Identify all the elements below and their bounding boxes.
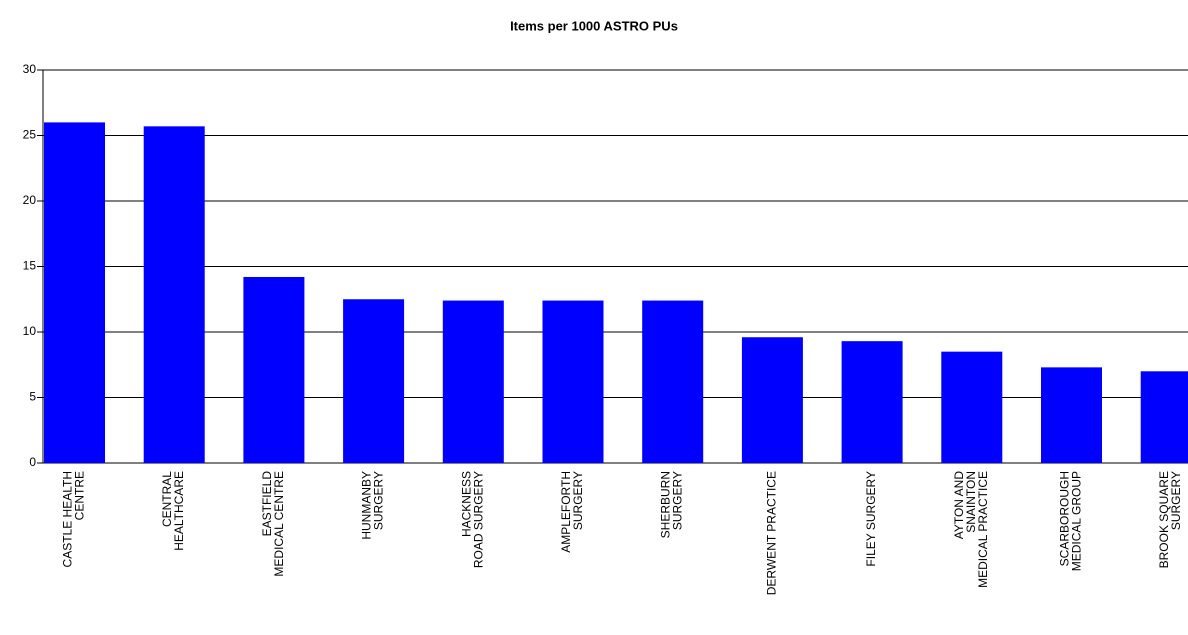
x-tick-label: BROOK SQUARESURGERY bbox=[1157, 471, 1183, 568]
x-tick-label: SCARBOROUGHMEDICAL GROUP bbox=[1058, 471, 1084, 571]
bar bbox=[44, 122, 105, 464]
y-tick-label: 0 bbox=[29, 455, 36, 469]
bar bbox=[143, 126, 205, 463]
x-tick-label: AMPLEFORTHSURGERY bbox=[559, 471, 585, 553]
y-tick-label: 15 bbox=[23, 259, 37, 273]
x-tick-label: CENTRALHEALTHCARE bbox=[160, 471, 186, 551]
bar bbox=[1041, 367, 1102, 463]
x-tick-label: CASTLE HEALTHCENTRE bbox=[61, 471, 87, 567]
y-tick-label: 5 bbox=[29, 390, 36, 404]
y-tick-label: 30 bbox=[23, 62, 37, 76]
bar bbox=[642, 300, 704, 463]
x-tick-label: FILEY SURGERY bbox=[864, 471, 878, 567]
bar bbox=[542, 300, 604, 463]
y-tick-label: 25 bbox=[23, 128, 37, 142]
bar bbox=[841, 341, 903, 463]
x-tick-label: SHERBURNSURGERY bbox=[659, 471, 685, 538]
x-tick-label: HACKNESSROAD SURGERY bbox=[459, 471, 485, 568]
x-tick-label: DERWENT PRACTICE bbox=[765, 471, 779, 595]
bar bbox=[243, 276, 305, 463]
bar bbox=[1140, 371, 1188, 463]
x-tick-label: AYTON ANDSNAINTONMEDICAL PRACTICE bbox=[952, 471, 990, 588]
chart-title: Items per 1000 ASTRO PUs bbox=[510, 18, 678, 33]
x-tick-label: HUNMANBYSURGERY bbox=[360, 471, 386, 540]
bar bbox=[941, 351, 1003, 463]
bar bbox=[442, 300, 504, 463]
x-tick-label: EASTFIELDMEDICAL CENTRE bbox=[260, 471, 286, 577]
bar bbox=[343, 299, 405, 463]
y-tick-label: 10 bbox=[23, 324, 37, 338]
bar bbox=[741, 337, 803, 463]
y-tick-label: 20 bbox=[23, 193, 37, 207]
